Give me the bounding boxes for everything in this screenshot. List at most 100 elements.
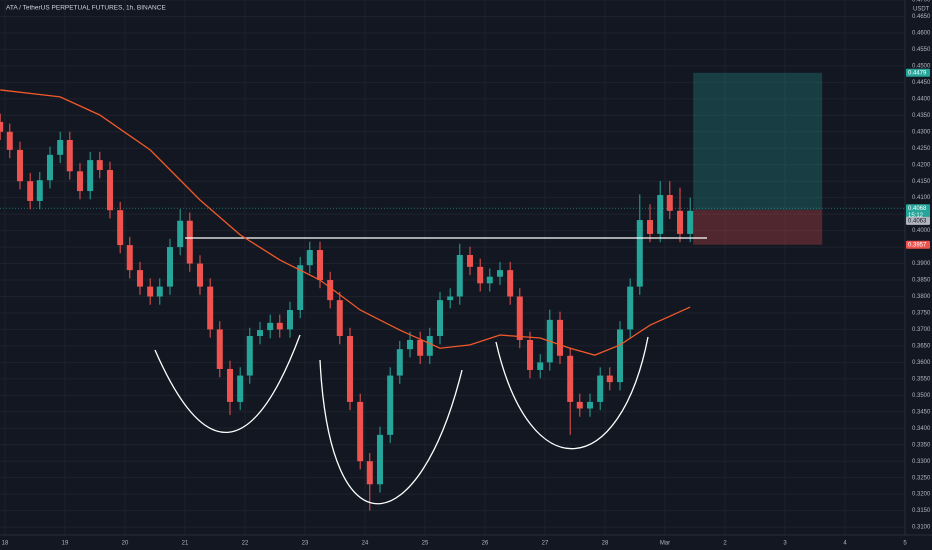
x-tick-label: 20: [122, 541, 129, 547]
position-tool: [0, 72, 905, 245]
candle-body: [327, 280, 334, 301]
y-tick-label: 0.3800: [912, 294, 931, 300]
candle-body: [486, 276, 493, 284]
candle-body: [166, 247, 173, 287]
loss-zone: [693, 209, 823, 245]
left-shoulder-curve: [154, 334, 301, 433]
candle-body: [616, 329, 623, 383]
candle-body: [646, 220, 653, 234]
y-tick-label: 0.4600: [912, 31, 931, 37]
candle-body: [36, 180, 43, 201]
candle-body: [357, 401, 364, 462]
candle-body: [636, 220, 643, 287]
candle-body: [57, 140, 64, 155]
candle-body: [186, 220, 193, 264]
y-tick-label: 0.4550: [912, 47, 931, 53]
candle-body: [46, 154, 53, 181]
candle-body: [477, 266, 484, 284]
candle-body: [126, 245, 133, 271]
y-tick-label: 0.3150: [912, 508, 931, 514]
last-price-label-bg: [906, 204, 930, 213]
candle-body: [586, 401, 593, 409]
candle-body: [306, 250, 313, 266]
candle-body: [177, 220, 184, 248]
y-tick-label: 0.3450: [912, 409, 931, 415]
candle-body: [6, 131, 13, 150]
y-tick-label: 0.3550: [912, 376, 931, 382]
head-curve: [319, 359, 463, 505]
x-tick-label: 25: [422, 541, 429, 547]
grid: [0, 0, 906, 535]
chart-title: ATA / TetherUS PERPETUAL FUTURES, 1h, BI…: [6, 5, 166, 12]
profit-zone: [693, 72, 823, 210]
x-tick-label: Mar: [660, 541, 670, 547]
candle-body: [376, 434, 383, 485]
x-tick-label: 28: [602, 541, 609, 547]
y-tick-label: 0.4700: [912, 0, 931, 4]
y-tick-label: 0.4350: [912, 113, 931, 119]
candle-body: [466, 254, 473, 267]
x-tick-label: 5: [903, 541, 907, 547]
candle-body: [106, 169, 113, 211]
y-tick-label: 0.3400: [912, 426, 931, 432]
candle-body: [336, 300, 343, 337]
candle-body: [396, 349, 403, 376]
x-tick-label: 2: [723, 541, 727, 547]
candle-body: [627, 286, 634, 330]
candle-body: [576, 401, 583, 409]
stop-label-bg: [906, 240, 930, 249]
candle-body: [526, 339, 533, 370]
candle-body: [237, 375, 244, 402]
candle-body: [147, 286, 154, 297]
candle-body: [256, 330, 263, 337]
y-tick-label: 0.3250: [912, 475, 931, 481]
y-tick-label: 0.4100: [912, 195, 931, 201]
y-tick-label: 0.3300: [912, 459, 931, 465]
y-tick-label: 0.4650: [912, 14, 931, 20]
candle-body: [556, 319, 563, 356]
x-tick-label: 3: [783, 541, 787, 547]
candle-body: [276, 322, 283, 330]
candle-body: [207, 286, 214, 330]
candle-body: [156, 286, 163, 297]
candle-body: [496, 270, 503, 277]
candle-body: [657, 195, 664, 234]
candle-body: [387, 375, 394, 435]
candle-body: [567, 355, 574, 402]
x-tick-label: 24: [362, 541, 369, 547]
entry-label: 0.4063: [908, 218, 927, 224]
x-tick-label: 27: [542, 541, 549, 547]
candle-body: [687, 210, 694, 234]
candles: [0, 113, 694, 511]
candle-body: [537, 362, 544, 370]
x-tick-label: 22: [242, 541, 249, 547]
x-tick-label: 21: [182, 541, 189, 547]
candle-body: [297, 265, 304, 310]
y-tick-label: 0.3200: [912, 492, 931, 498]
candle-body: [316, 250, 323, 281]
candle-body: [597, 375, 604, 402]
stop-label: 0.3957: [908, 242, 927, 248]
candle-body: [417, 339, 424, 356]
y-tick-label: 0.4000: [912, 228, 931, 234]
candle-body: [96, 160, 103, 170]
x-tick-label: 23: [302, 541, 309, 547]
candle-body: [0, 121, 4, 132]
unit-label: USDT: [913, 7, 930, 13]
pattern-drawings: [154, 237, 707, 505]
candle-body: [406, 339, 413, 350]
y-tick-label: 0.4300: [912, 129, 931, 135]
y-tick-label: 0.3850: [912, 278, 931, 284]
candle-body: [456, 254, 463, 297]
y-tick-label: 0.3100: [912, 525, 931, 531]
candle-body: [346, 336, 353, 402]
y-tick-label: 0.4450: [912, 80, 931, 86]
candle-body: [366, 461, 373, 485]
candle-body: [226, 368, 233, 402]
candle-body: [267, 322, 274, 331]
y-tick-label: 0.3900: [912, 261, 931, 267]
candle-body: [286, 309, 293, 330]
